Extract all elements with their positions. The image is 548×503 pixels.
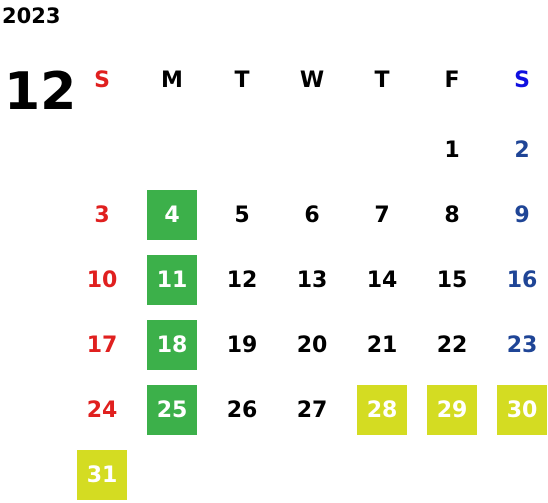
highlighted-day: 18 [147, 320, 197, 370]
highlighted-day: 11 [147, 255, 197, 305]
day: 24 [86, 397, 118, 423]
weekday-label: T [234, 67, 250, 93]
day: 14 [366, 267, 398, 293]
day: 12 [226, 267, 258, 293]
highlighted-day: 29 [427, 385, 477, 435]
weekday-label: S [94, 67, 110, 93]
day: 6 [304, 202, 320, 228]
day: 16 [506, 267, 538, 293]
weekday-label: F [444, 67, 460, 93]
weekday-label: M [161, 67, 183, 93]
day: 9 [514, 202, 530, 228]
day: 2 [514, 137, 530, 163]
weekday-label: S [514, 67, 530, 93]
day: 10 [86, 267, 118, 293]
day: 22 [436, 332, 468, 358]
day: 20 [296, 332, 328, 358]
day: 1 [444, 137, 460, 163]
day: 7 [374, 202, 390, 228]
day: 3 [94, 202, 110, 228]
day: 8 [444, 202, 460, 228]
year: 2023 [2, 4, 61, 28]
day: 27 [296, 397, 328, 423]
highlighted-day: 30 [497, 385, 547, 435]
highlighted-day: 28 [357, 385, 407, 435]
highlighted-day: 4 [147, 190, 197, 240]
day: 21 [366, 332, 398, 358]
weekday-label: W [299, 67, 325, 93]
day: 13 [296, 267, 328, 293]
day: 26 [226, 397, 258, 423]
highlighted-day: 31 [77, 450, 127, 500]
day: 17 [86, 332, 118, 358]
day: 23 [506, 332, 538, 358]
highlighted-day: 25 [147, 385, 197, 435]
day: 15 [436, 267, 468, 293]
day: 19 [226, 332, 258, 358]
month: 12 [4, 62, 77, 122]
weekday-label: T [374, 67, 390, 93]
day: 5 [234, 202, 250, 228]
